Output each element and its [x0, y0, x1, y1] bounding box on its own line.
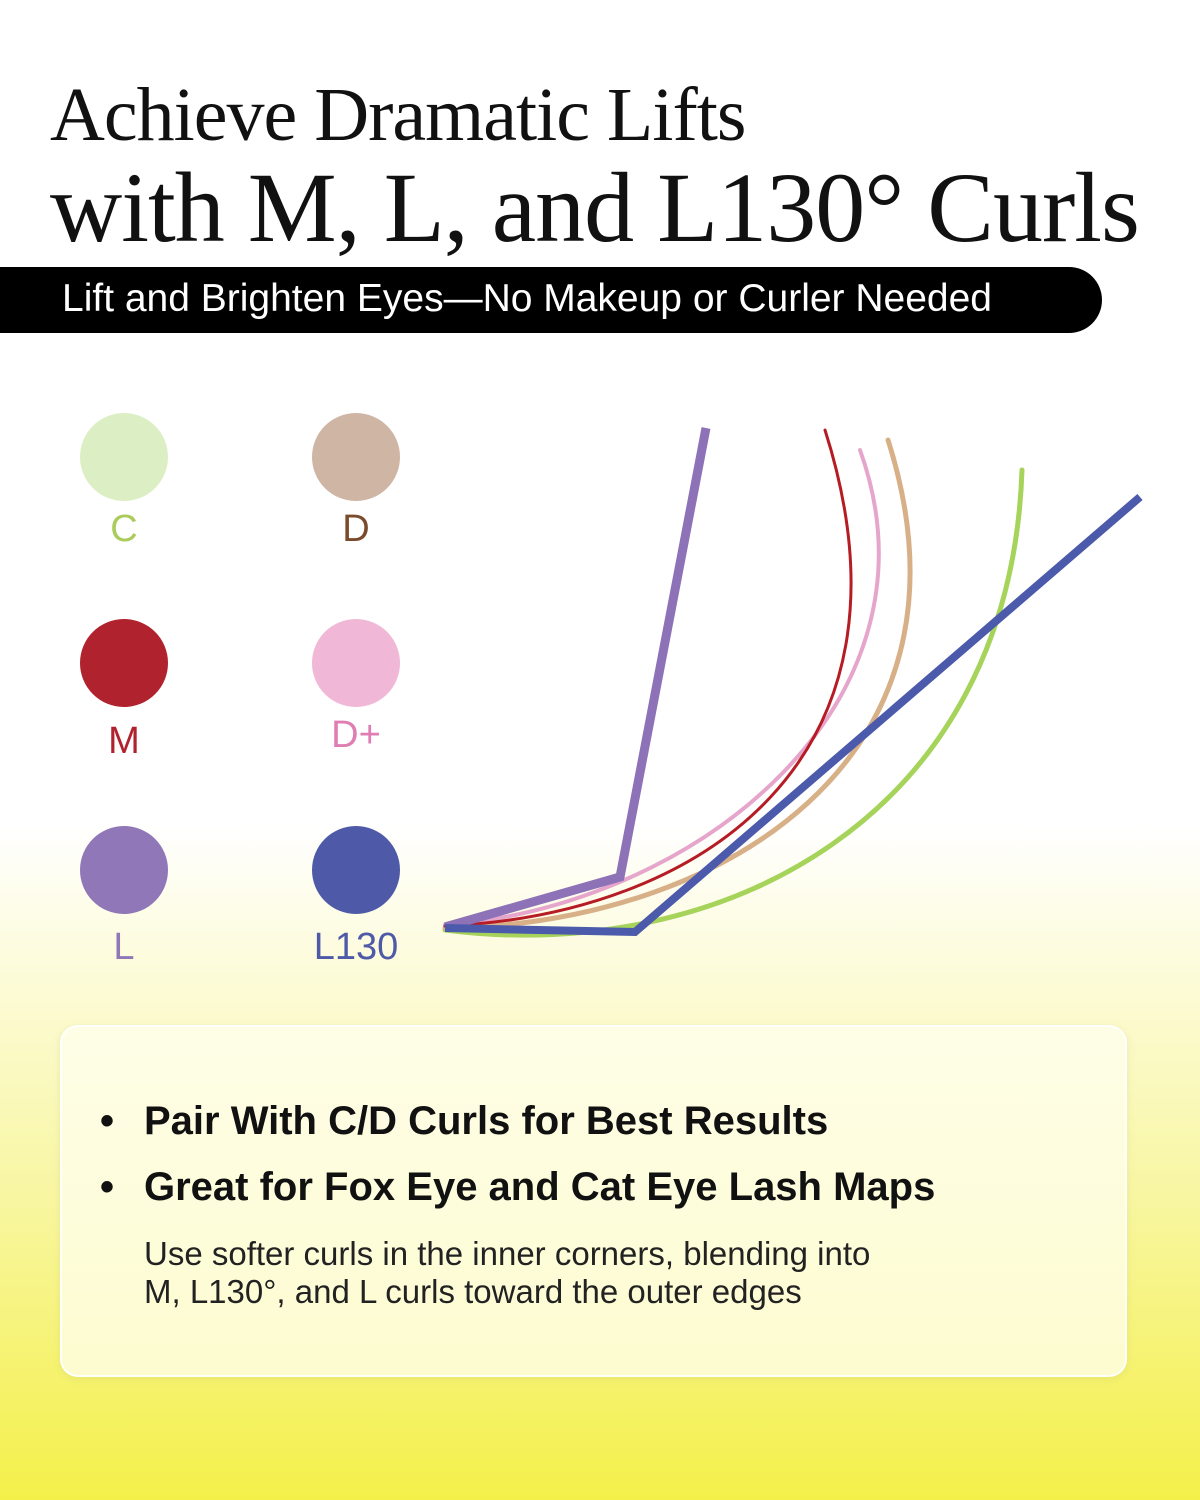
- curve-c: [442, 467, 1025, 938]
- headline-line-2: with M, L, and L130° Curls: [50, 152, 1140, 263]
- swatch-c: [80, 413, 168, 501]
- headline-line-1: Achieve Dramatic Lifts: [50, 73, 746, 157]
- tips-card: • Pair With C/D Curls for Best Results • G…: [60, 1025, 1127, 1377]
- bullet-item: • Pair With C/D Curls for Best Results: [100, 1099, 828, 1144]
- subtitle-banner: Lift and Brighten Eyes—No Makeup or Curl…: [0, 267, 1102, 333]
- bullet-symbol: •: [100, 1099, 115, 1143]
- bullet-text: Pair With C/D Curls for Best Results: [144, 1099, 829, 1143]
- curve-d-plus: [443, 448, 881, 927]
- label-d-plus: D+: [331, 714, 381, 756]
- bullet-symbol: •: [100, 1165, 115, 1209]
- bullet-text: Great for Fox Eye and Cat Eye Lash Maps: [144, 1165, 936, 1209]
- note-line: M, L130°, and L curls toward the outer e…: [144, 1273, 802, 1310]
- label-d: D: [342, 508, 370, 550]
- curve-m: [443, 428, 853, 928]
- swatch-d-plus: [312, 619, 400, 707]
- label-l: L: [113, 926, 135, 968]
- swatch-m: [80, 619, 168, 707]
- swatch-l130: [312, 826, 400, 914]
- curve-l130: [444, 493, 1143, 937]
- subtitle-text: Lift and Brighten Eyes—No Makeup or Curl…: [62, 277, 992, 320]
- usage-note: Use softer curls in the inner corners, b…: [144, 1235, 870, 1311]
- curve-l: [443, 427, 711, 932]
- label-l130: L130: [313, 926, 399, 968]
- curve-d: [442, 437, 913, 931]
- swatch-d: [312, 413, 400, 501]
- note-line: Use softer curls in the inner corners, b…: [144, 1235, 871, 1272]
- swatch-l: [80, 826, 168, 914]
- label-c: C: [110, 508, 138, 550]
- label-m: M: [108, 720, 140, 762]
- bullet-item: • Great for Fox Eye and Cat Eye Lash Maps: [100, 1165, 935, 1210]
